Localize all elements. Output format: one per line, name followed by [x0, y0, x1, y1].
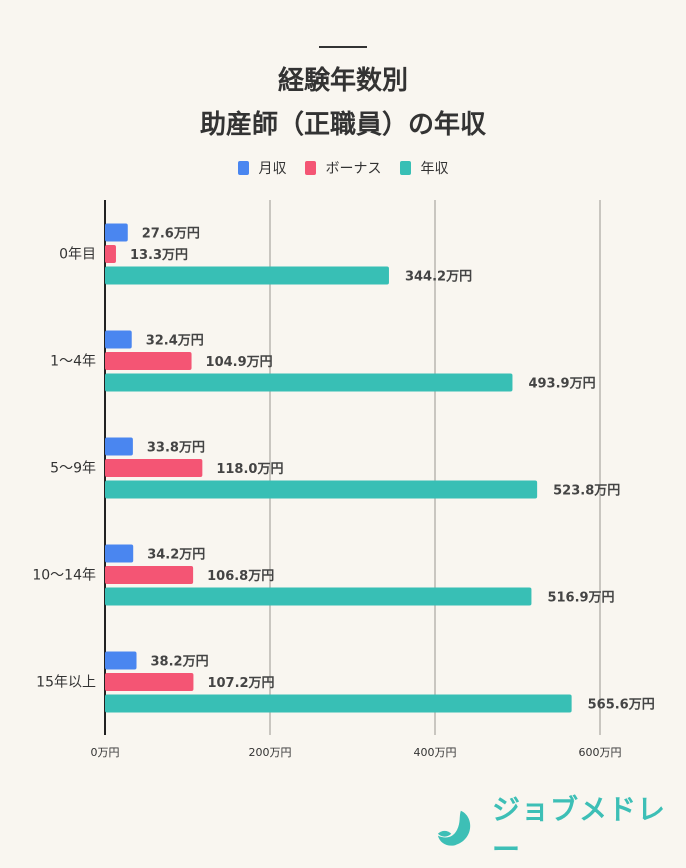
- bar: [105, 437, 133, 456]
- bar: [105, 651, 137, 670]
- bar: [105, 587, 532, 606]
- bar: [105, 566, 194, 584]
- legend-swatch: [237, 161, 249, 175]
- bar: [105, 673, 194, 691]
- category-label: 0年目: [59, 247, 96, 263]
- x-tick-label: 400万円: [414, 746, 457, 759]
- legend-swatch: [304, 161, 316, 175]
- bar: [105, 330, 132, 349]
- legend-item: 年収: [399, 158, 449, 178]
- data-label: 33.8万円: [147, 441, 205, 456]
- data-label: 104.9万円: [206, 355, 273, 370]
- data-label: 34.2万円: [147, 548, 205, 563]
- legend-label: ボーナス: [325, 161, 382, 177]
- data-label: 493.9万円: [528, 377, 595, 392]
- category-label: 10〜14年: [32, 568, 96, 584]
- logo: ジョブメドレー: [436, 788, 686, 868]
- data-label: 523.8万円: [553, 484, 620, 499]
- bar: [105, 694, 572, 713]
- data-label: 13.3万円: [130, 248, 188, 263]
- x-tick-label: 600万円: [579, 746, 622, 759]
- x-tick-label: 200万円: [249, 746, 292, 759]
- data-label: 32.4万円: [146, 334, 204, 349]
- data-label: 27.6万円: [142, 227, 200, 242]
- bar: [105, 459, 203, 477]
- legend-item: 月収: [237, 158, 287, 178]
- x-tick-label: 0万円: [91, 746, 120, 759]
- bar-chart: 0万円 200万円 400万円 600万円 0年目 27.6万円 13.3万円 344.2万円…: [32, 200, 655, 759]
- bar: [105, 544, 134, 563]
- chart-title-line2: 助産師（正職員）の年収: [199, 110, 486, 140]
- bar: [105, 223, 128, 242]
- data-label: 344.2万円: [405, 270, 472, 285]
- bar: [105, 373, 513, 392]
- bar: [105, 480, 538, 499]
- logo-mark-icon: [437, 810, 471, 846]
- title-rule: [319, 46, 367, 48]
- category-label: 1〜4年: [50, 354, 96, 370]
- category-label: 5〜9年: [50, 461, 96, 477]
- bar: [105, 352, 192, 370]
- category-label: 15年以上: [36, 675, 96, 691]
- chart-title-line1: 経験年数別: [277, 66, 408, 96]
- data-label: 565.6万円: [588, 698, 655, 713]
- legend: 月収 ボーナス 年収: [0, 158, 686, 178]
- data-label: 118.0万円: [216, 462, 283, 477]
- bar: [105, 245, 116, 263]
- legend-swatch: [399, 161, 411, 175]
- logo-text: ジョブメドレー: [492, 793, 667, 866]
- data-label: 106.8万円: [207, 569, 274, 584]
- legend-item: ボーナス: [304, 158, 382, 178]
- legend-label: 年収: [420, 161, 449, 177]
- data-label: 516.9万円: [547, 591, 614, 606]
- data-label: 107.2万円: [207, 676, 274, 691]
- legend-label: 月収: [258, 161, 287, 177]
- bar: [105, 266, 389, 285]
- data-label: 38.2万円: [151, 655, 209, 670]
